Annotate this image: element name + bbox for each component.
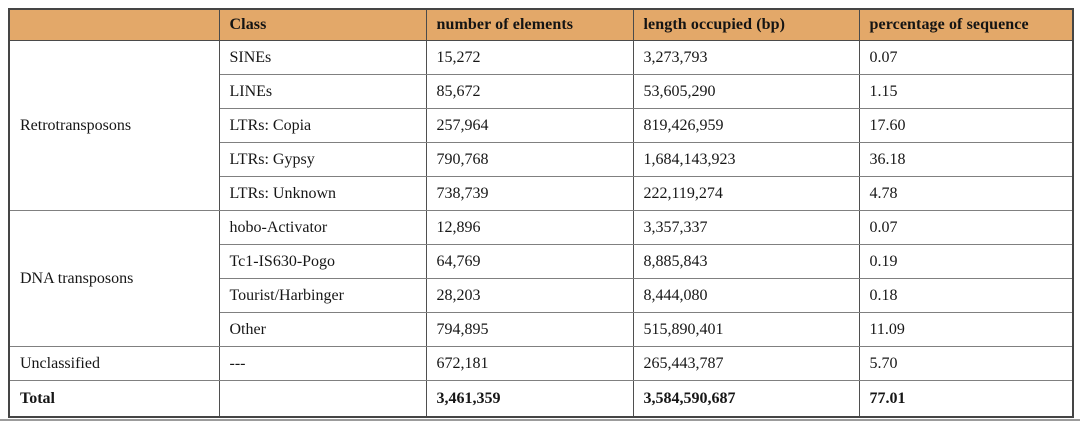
group-cell-dna-transposons: DNA transposons: [8, 210, 220, 347]
figure-bottom-edge: [0, 419, 1080, 421]
cell-class: Other: [218, 312, 427, 347]
cell-percentage: 36.18: [858, 142, 1074, 177]
column-header-percentage: percentage of sequence: [858, 8, 1074, 41]
cell-percentage: 77.01: [858, 380, 1074, 418]
cell-percentage: 0.07: [858, 210, 1074, 245]
header-row: Class number of elements length occupied…: [8, 8, 1074, 41]
column-header-group: [8, 8, 220, 41]
cell-percentage: 4.78: [858, 176, 1074, 211]
cell-length: 222,119,274: [632, 176, 860, 211]
cell-length: 515,890,401: [632, 312, 860, 347]
cell-percentage: 5.70: [858, 346, 1074, 381]
table-row: Other 794,895 515,890,401 11.09: [9, 312, 1074, 347]
table-row: Retrotransposons SINEs 15,272 3,273,793 …: [8, 40, 1074, 211]
cell-class: hobo-Activator: [218, 210, 427, 245]
column-header-class: Class: [218, 8, 427, 41]
cell-elements: 738,739: [425, 176, 634, 211]
cell-elements: 672,181: [425, 346, 634, 381]
cell-length: 1,684,143,923: [632, 142, 860, 177]
table-row: DNA transposons hobo-Activator 12,896 3,…: [8, 210, 1074, 347]
cell-class: LINEs: [218, 74, 427, 109]
table-row: Tourist/Harbinger 28,203 8,444,080 0.18: [9, 278, 1074, 313]
table-row: LTRs: Unknown 738,739 222,119,274 4.78: [9, 176, 1074, 211]
cell-elements: 12,896: [425, 210, 634, 245]
cell-elements: 3,461,359: [425, 380, 634, 418]
cell-length: 819,426,959: [632, 108, 860, 143]
cell-percentage: 17.60: [858, 108, 1074, 143]
cell-length: 265,443,787: [632, 346, 860, 381]
cell-elements: 28,203: [425, 278, 634, 313]
column-header-number-of-elements: number of elements: [425, 8, 634, 41]
cell-length: 53,605,290: [632, 74, 860, 109]
cell-elements: 790,768: [425, 142, 634, 177]
cell-class: LTRs: Gypsy: [218, 142, 427, 177]
cell-length: 3,357,337: [632, 210, 860, 245]
table-row: LTRs: Gypsy 790,768 1,684,143,923 36.18: [9, 142, 1074, 177]
cell-length: 8,444,080: [632, 278, 860, 313]
cell-class: Tc1-IS630-Pogo: [218, 244, 427, 279]
group-cell-retrotransposons: Retrotransposons: [8, 40, 220, 211]
transposable-elements-table: Class number of elements length occupied…: [8, 8, 1074, 418]
cell-length: 8,885,843: [632, 244, 860, 279]
table-row: LTRs: Copia 257,964 819,426,959 17.60: [9, 108, 1074, 143]
cell-elements: 257,964: [425, 108, 634, 143]
table-row: Unclassified --- 672,181 265,443,787 5.7…: [8, 346, 1074, 381]
cell-elements: 85,672: [425, 74, 634, 109]
cell-elements: 64,769: [425, 244, 634, 279]
column-header-length-occupied: length occupied (bp): [632, 8, 860, 41]
group-cell-total: Total: [8, 380, 220, 418]
table-row: LINEs 85,672 53,605,290 1.15: [9, 74, 1074, 109]
cell-percentage: 0.07: [858, 40, 1074, 75]
cell-elements: 794,895: [425, 312, 634, 347]
cell-class: ---: [218, 346, 427, 381]
cell-percentage: 0.19: [858, 244, 1074, 279]
cell-length: 3,584,590,687: [632, 380, 860, 418]
cell-class: Tourist/Harbinger: [218, 278, 427, 313]
cell-percentage: 11.09: [858, 312, 1074, 347]
table-row-total: Total 3,461,359 3,584,590,687 77.01: [8, 380, 1074, 418]
cell-class: [218, 380, 427, 418]
cell-percentage: 0.18: [858, 278, 1074, 313]
group-cell-unclassified: Unclassified: [8, 346, 220, 381]
table-row: Tc1-IS630-Pogo 64,769 8,885,843 0.19: [9, 244, 1074, 279]
cell-percentage: 1.15: [858, 74, 1074, 109]
cell-length: 3,273,793: [632, 40, 860, 75]
cell-class: LTRs: Copia: [218, 108, 427, 143]
cell-elements: 15,272: [425, 40, 634, 75]
cell-class: SINEs: [218, 40, 427, 75]
cell-class: LTRs: Unknown: [218, 176, 427, 211]
